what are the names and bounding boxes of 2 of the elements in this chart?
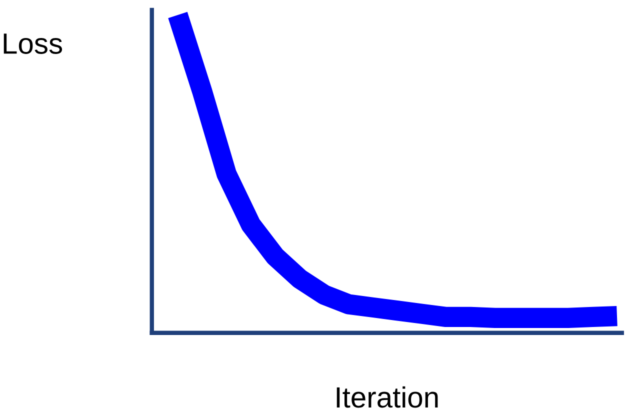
y-axis-title: Loss — [4, 34, 62, 54]
x-axis-title: Iteration — [336, 386, 438, 408]
